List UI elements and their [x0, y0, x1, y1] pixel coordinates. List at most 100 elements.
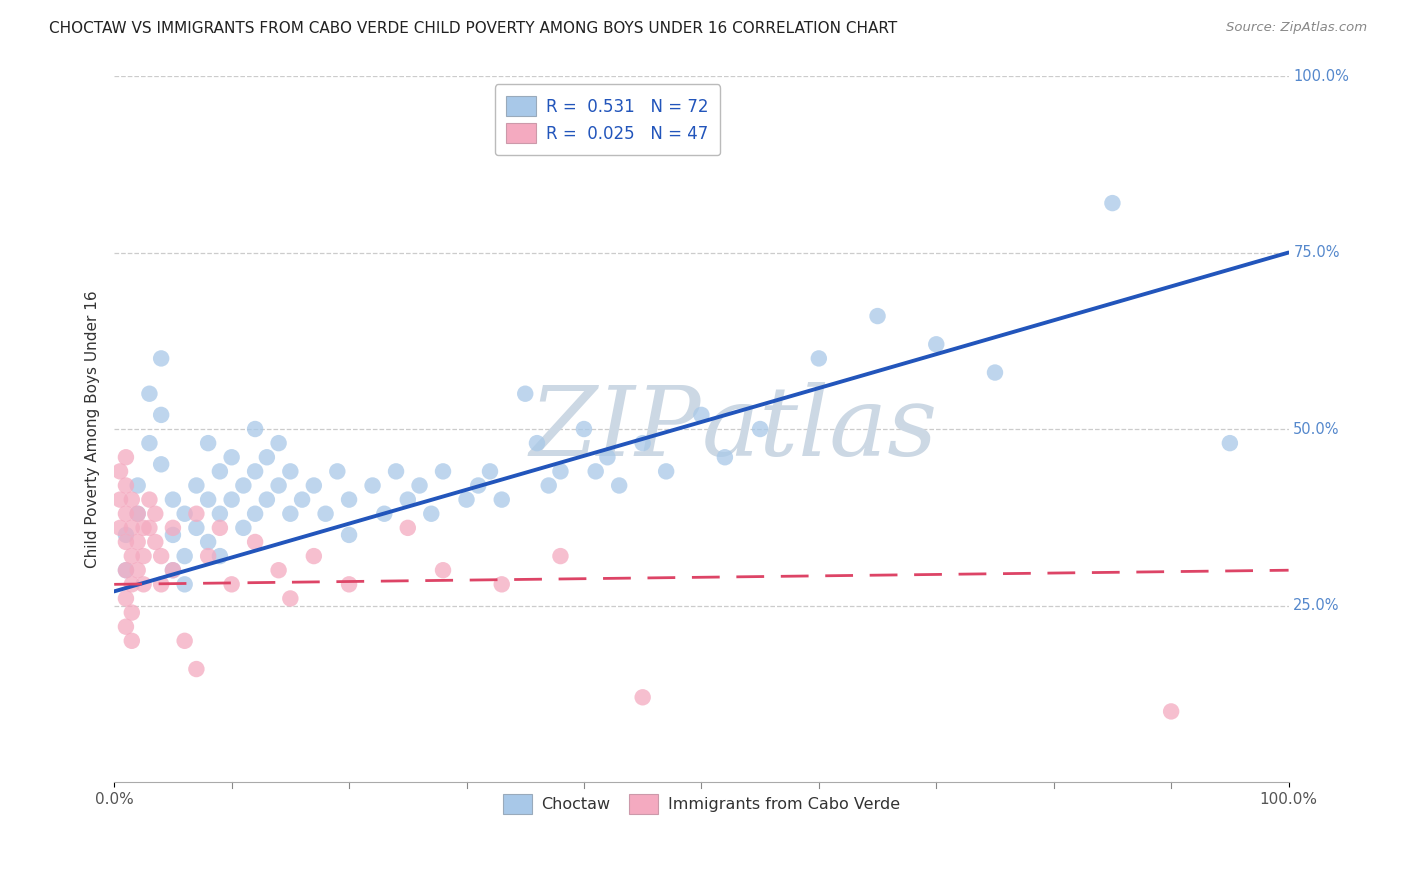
Point [302, 549, 325, 563]
Point [221, 450, 243, 465]
Text: Source: ZipAtlas.com: Source: ZipAtlas.com [1226, 21, 1367, 34]
Point [1219, 436, 1241, 450]
Point [143, 507, 166, 521]
Point [432, 563, 454, 577]
Point [256, 492, 278, 507]
Point [432, 464, 454, 478]
Point [491, 577, 513, 591]
Point [749, 422, 772, 436]
Point [232, 478, 254, 492]
Point [267, 563, 290, 577]
Point [162, 521, 184, 535]
Text: 50.0%: 50.0% [1294, 422, 1340, 436]
Point [132, 521, 155, 535]
Point [479, 464, 502, 478]
Point [173, 633, 195, 648]
Point [208, 507, 231, 521]
Point [127, 535, 149, 549]
Point [115, 620, 138, 634]
Point [572, 422, 595, 436]
Point [1101, 196, 1123, 211]
Point [143, 535, 166, 549]
Point [408, 478, 430, 492]
Point [115, 528, 138, 542]
Point [515, 386, 537, 401]
Point [150, 458, 173, 472]
Legend: Choctaw, Immigrants from Cabo Verde: Choctaw, Immigrants from Cabo Verde [492, 783, 911, 825]
Point [221, 492, 243, 507]
Point [396, 521, 419, 535]
Point [280, 464, 302, 478]
Point [807, 351, 830, 366]
Text: 100.0%: 100.0% [1294, 69, 1350, 84]
Point [984, 366, 1007, 380]
Point [115, 563, 138, 577]
Point [186, 507, 208, 521]
Point [138, 492, 160, 507]
Point [121, 606, 143, 620]
Point [197, 535, 219, 549]
Point [396, 492, 419, 507]
Point [208, 464, 231, 478]
Point [121, 521, 143, 535]
Point [607, 478, 630, 492]
Point [714, 450, 737, 465]
Point [197, 492, 219, 507]
Point [127, 478, 149, 492]
Text: 75.0%: 75.0% [1294, 245, 1340, 260]
Point [243, 535, 266, 549]
Point [631, 690, 654, 705]
Point [337, 577, 360, 591]
Point [121, 577, 143, 591]
Point [162, 563, 184, 577]
Point [108, 492, 131, 507]
Point [491, 492, 513, 507]
Point [267, 436, 290, 450]
Point [690, 408, 713, 422]
Point [121, 633, 143, 648]
Point [420, 507, 443, 521]
Point [267, 478, 290, 492]
Point [115, 563, 138, 577]
Point [108, 464, 131, 478]
Point [115, 507, 138, 521]
Point [1160, 705, 1182, 719]
Point [173, 577, 195, 591]
Point [291, 492, 314, 507]
Point [456, 492, 478, 507]
Text: CHOCTAW VS IMMIGRANTS FROM CABO VERDE CHILD POVERTY AMONG BOYS UNDER 16 CORRELAT: CHOCTAW VS IMMIGRANTS FROM CABO VERDE CH… [49, 21, 897, 36]
Point [127, 563, 149, 577]
Point [108, 521, 131, 535]
Point [162, 528, 184, 542]
Point [373, 507, 395, 521]
Point [655, 464, 678, 478]
Point [127, 507, 149, 521]
Point [385, 464, 408, 478]
Point [138, 521, 160, 535]
Point [162, 492, 184, 507]
Point [326, 464, 349, 478]
Point [302, 478, 325, 492]
Y-axis label: Child Poverty Among Boys Under 16: Child Poverty Among Boys Under 16 [86, 290, 100, 568]
Point [537, 478, 560, 492]
Point [232, 521, 254, 535]
Point [121, 549, 143, 563]
Point [467, 478, 489, 492]
Point [150, 351, 173, 366]
Point [150, 408, 173, 422]
Point [150, 549, 173, 563]
Point [121, 492, 143, 507]
Point [197, 549, 219, 563]
Point [115, 478, 138, 492]
Point [132, 549, 155, 563]
Point [173, 549, 195, 563]
Point [150, 577, 173, 591]
Point [138, 386, 160, 401]
Point [337, 528, 360, 542]
Point [337, 492, 360, 507]
Point [115, 450, 138, 465]
Point [550, 549, 572, 563]
Point [208, 549, 231, 563]
Point [138, 436, 160, 450]
Point [925, 337, 948, 351]
